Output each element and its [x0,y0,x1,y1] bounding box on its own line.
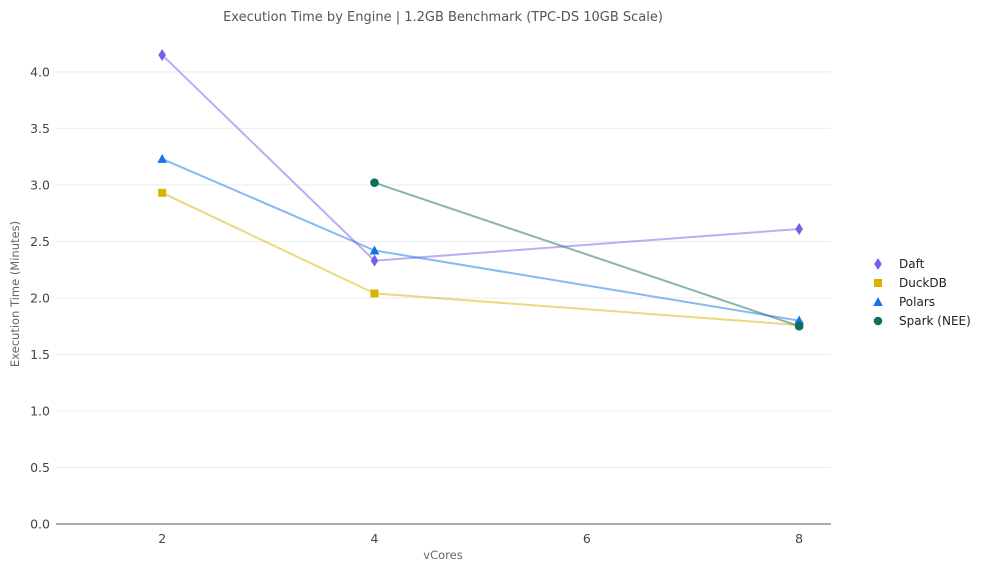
x-tick-label: 4 [371,531,379,546]
legend-label: DuckDB [899,276,947,290]
data-point-marker [370,178,379,187]
y-tick-label: 4.0 [30,64,50,79]
y-tick-label: 0.0 [30,517,50,532]
data-point-marker [158,48,166,61]
y-axis-label: Execution Time (Minutes) [8,221,22,367]
series-markers [157,48,804,331]
series-line [161,157,800,322]
legend-label: Polars [899,295,935,309]
legend-marker [874,279,882,287]
legend-marker [874,258,882,270]
series-line [374,181,800,328]
data-point-marker [370,289,379,298]
x-tick-label: 6 [583,531,591,546]
legend-item: Spark (NEE) [873,314,971,328]
data-point-marker [369,245,380,255]
legend: Daft DuckDB Polars Spark (NEE) [873,257,971,328]
y-tick-label: 3.0 [30,177,50,192]
legend-marker [873,316,883,326]
data-point-marker [794,321,804,331]
series-lines [161,54,800,328]
legend-marker [873,297,883,306]
data-point-marker [158,188,167,197]
grid-lines [56,71,831,468]
y-tick-label: 2.5 [30,234,50,249]
y-tick-label: 2.0 [30,290,50,305]
x-axis-label: vCores [423,548,462,562]
legend-label: Daft [899,257,925,271]
y-tick-label: 1.5 [30,347,50,362]
y-tick-label: 1.0 [30,403,50,418]
data-point-marker [370,254,379,267]
x-tick-label: 8 [795,531,803,546]
legend-item: Daft [874,257,925,271]
axes: 0.0 0.5 1.0 1.5 2.0 2.5 3.0 3.5 4.0 2 4 6 8 [30,64,831,546]
series-line [161,54,800,262]
data-point-marker [795,223,803,236]
data-point-marker [794,315,804,325]
y-tick-label: 3.5 [30,121,50,136]
legend-item: Polars [873,295,935,309]
x-tick-label: 2 [158,531,166,546]
chart-title: Execution Time by Engine | 1.2GB Benchma… [223,10,663,25]
data-point-marker [157,153,167,163]
y-tick-label: 0.5 [30,460,50,475]
legend-label: Spark (NEE) [899,314,971,328]
legend-item: DuckDB [874,276,947,290]
